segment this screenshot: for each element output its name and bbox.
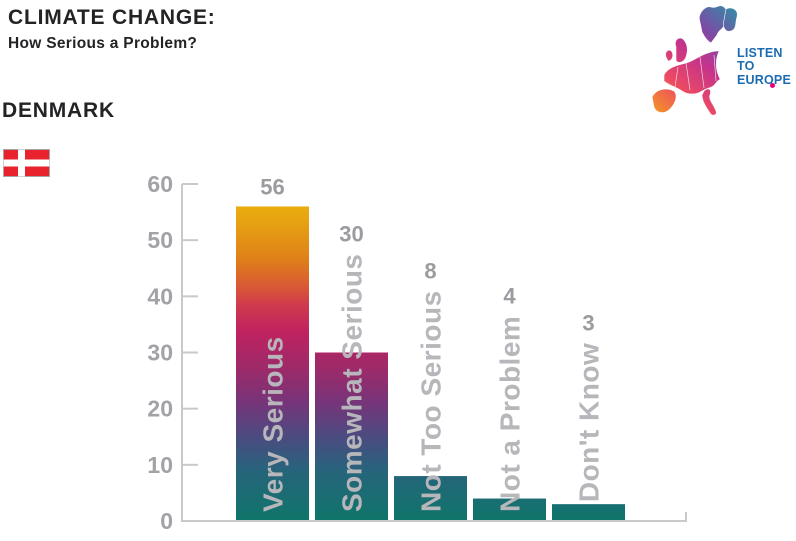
y-tick-label-40: 40 xyxy=(147,283,173,309)
map-uk xyxy=(674,37,688,63)
logo-circle-cutout xyxy=(716,32,748,96)
map-iberia xyxy=(651,88,677,113)
europe-map-icon xyxy=(651,5,748,116)
y-tick-label-30: 30 xyxy=(147,340,173,366)
logo-line-1: LISTEN xyxy=(737,46,783,60)
denmark-flag-icon xyxy=(3,149,50,177)
y-tick-label-60: 60 xyxy=(147,171,173,197)
page-subtitle: How Serious a Problem? xyxy=(8,35,198,52)
logo-pink-dot xyxy=(770,83,775,88)
bar-value-not-too-serious: 8 xyxy=(424,258,436,283)
country-name: DENMARK xyxy=(2,99,115,122)
y-tick-label-20: 20 xyxy=(147,396,173,422)
bar-label-outside-don-t-know: Don't Know xyxy=(574,343,605,502)
bar-label-outside-not-a-problem: Not a Problem xyxy=(495,316,526,512)
bar-value-not-a-problem: 4 xyxy=(503,284,516,309)
bar-somewhat-serious xyxy=(315,352,388,520)
bar-label-outside-not-too-serious: Not Too Serious xyxy=(416,290,447,512)
bar-label-outside-somewhat-serious: Somewhat Serious xyxy=(337,253,368,512)
flag-cross-horizontal xyxy=(3,159,50,167)
listen-to-europe-logo: LISTEN TO EUROPE xyxy=(646,0,796,118)
bar-very-serious xyxy=(236,206,309,520)
map-finland xyxy=(723,7,738,32)
bar-value-somewhat-serious: 30 xyxy=(339,221,363,246)
y-tick-label-10: 10 xyxy=(147,452,173,478)
bar-not-a-problem xyxy=(473,498,546,520)
bar-value-don-t-know: 3 xyxy=(582,311,594,336)
logo-line-3: EUROPE xyxy=(737,72,791,87)
page-title: CLIMATE CHANGE: xyxy=(8,6,216,29)
map-border-line xyxy=(674,66,679,88)
map-border-line xyxy=(699,56,705,89)
y-tick-label-50: 50 xyxy=(147,227,173,253)
bar-don-t-know xyxy=(552,504,625,520)
bar-value-very-serious: 56 xyxy=(260,174,284,199)
bar-not-too-serious xyxy=(394,476,467,520)
logo-line-2: TO xyxy=(737,59,755,74)
map-ireland xyxy=(665,49,674,62)
map-border-line xyxy=(685,62,691,91)
bar-label-outside-very-serious: Very Serious xyxy=(258,336,289,512)
map-italy xyxy=(701,88,717,116)
map-border-line xyxy=(713,54,717,82)
logo-wordmark: LISTEN TO EUROPE xyxy=(737,46,796,87)
y-tick-label-0: 0 xyxy=(160,508,173,534)
